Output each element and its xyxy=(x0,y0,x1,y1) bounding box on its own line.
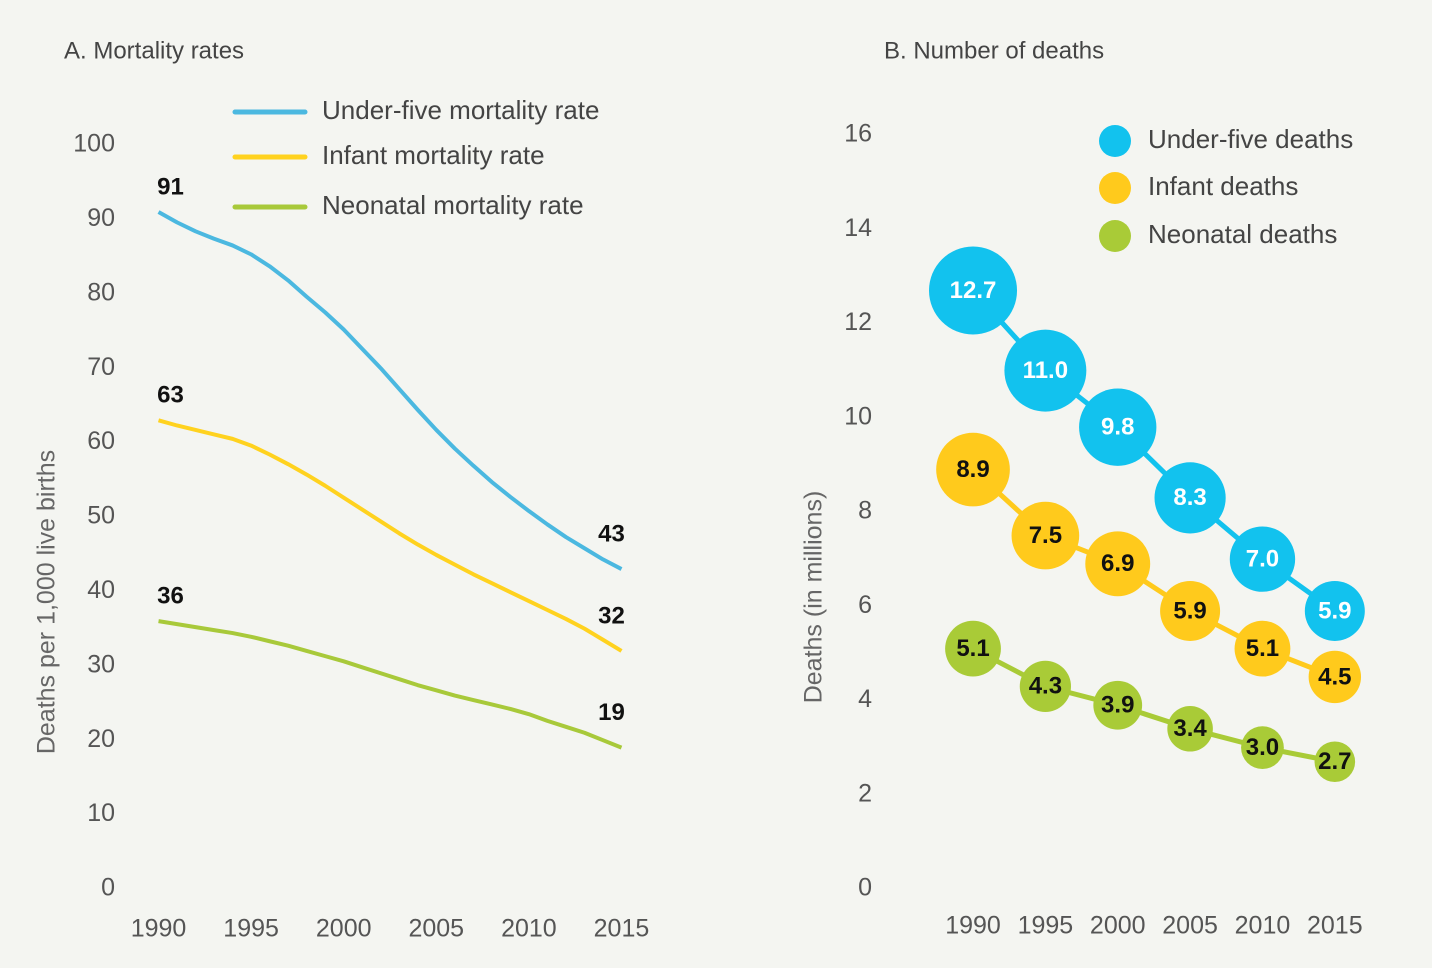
data-label: 43 xyxy=(598,520,625,547)
bubble xyxy=(929,246,1018,335)
line xyxy=(157,210,623,571)
legend-label: Under-five deaths xyxy=(1148,124,1353,154)
line xyxy=(158,619,623,750)
legend-label: Neonatal mortality rate xyxy=(322,190,584,220)
x-tick-label: 2015 xyxy=(594,915,650,943)
bubble xyxy=(936,432,1010,507)
bubble xyxy=(1229,526,1296,592)
y-tick-label: 50 xyxy=(87,502,115,530)
data-label: 5.1 xyxy=(956,635,989,662)
data-label: 5.9 xyxy=(1173,597,1206,624)
data-label: 7.0 xyxy=(1246,545,1279,572)
y-tick-label: 2 xyxy=(858,779,872,807)
y-tick-label: 60 xyxy=(87,427,115,455)
bubble xyxy=(1085,531,1151,597)
y-tick-label: 90 xyxy=(87,204,115,232)
data-label: 19 xyxy=(598,699,625,726)
y-tick-label: 80 xyxy=(87,278,115,306)
x-tick-label: 2010 xyxy=(501,915,557,943)
bubble xyxy=(1011,501,1080,570)
data-label: 3.9 xyxy=(1101,692,1134,719)
data-label: 3.0 xyxy=(1246,734,1279,761)
y-tick-label: 10 xyxy=(844,402,872,430)
y-tick-label: 16 xyxy=(844,120,872,148)
data-label: 4.5 xyxy=(1318,663,1351,690)
data-label: 8.3 xyxy=(1173,484,1206,511)
data-label: 2.7 xyxy=(1318,748,1351,775)
data-label: 63 xyxy=(157,382,184,409)
bubble xyxy=(1154,462,1226,534)
x-tick-label: 2000 xyxy=(1090,912,1146,940)
chart-title: B. Number of deaths xyxy=(884,37,1104,64)
data-label: 5.9 xyxy=(1318,597,1351,624)
y-tick-label: 30 xyxy=(87,650,115,678)
bubble xyxy=(1234,620,1291,677)
bubble xyxy=(1019,660,1071,712)
data-label: 36 xyxy=(157,583,184,610)
y-tick-label: 8 xyxy=(858,497,872,525)
x-tick-label: 1990 xyxy=(131,915,187,943)
data-label: 7.5 xyxy=(1029,522,1062,549)
legend-label: Infant mortality rate xyxy=(322,140,545,170)
y-tick-label: 12 xyxy=(844,308,872,336)
y-tick-label: 40 xyxy=(87,576,115,604)
x-tick-label: 1995 xyxy=(223,915,279,943)
y-tick-label: 20 xyxy=(87,725,115,753)
y-tick-label: 0 xyxy=(101,874,115,902)
legend-marker xyxy=(1099,125,1131,157)
bubble xyxy=(1079,388,1157,466)
legend-marker xyxy=(1099,220,1131,252)
data-label: 91 xyxy=(157,173,184,200)
data-label: 11.0 xyxy=(1023,357,1068,384)
bubble xyxy=(1314,741,1356,783)
data-label: 5.1 xyxy=(1246,635,1279,662)
x-tick-label: 1995 xyxy=(1018,912,1074,940)
legend-marker xyxy=(1099,172,1131,204)
y-tick-label: 10 xyxy=(87,799,115,827)
y-tick-label: 6 xyxy=(858,591,872,619)
bubble xyxy=(1308,650,1362,704)
y-tick-label: 14 xyxy=(844,214,872,242)
y-axis-label: Deaths (in millions) xyxy=(800,491,828,704)
x-tick-label: 2015 xyxy=(1307,912,1363,940)
y-tick-label: 100 xyxy=(73,130,115,158)
y-tick-label: 4 xyxy=(858,685,872,713)
data-label: 8.9 xyxy=(956,456,989,483)
data-label: 9.8 xyxy=(1101,414,1134,441)
data-label: 6.9 xyxy=(1101,550,1134,577)
y-tick-label: 0 xyxy=(858,874,872,902)
y-tick-label: 70 xyxy=(87,353,115,381)
bubble xyxy=(1241,726,1284,770)
bubble xyxy=(1304,580,1365,641)
y-axis-label: Deaths per 1,000 live births xyxy=(33,450,61,754)
legend-label: Neonatal deaths xyxy=(1148,219,1337,249)
data-label: 12.7 xyxy=(950,277,997,304)
x-tick-label: 1990 xyxy=(945,912,1001,940)
data-label: 4.3 xyxy=(1029,673,1062,700)
chart-title: A. Mortality rates xyxy=(64,37,244,64)
data-label: 3.4 xyxy=(1173,715,1207,742)
data-label: 32 xyxy=(598,602,625,629)
bubble xyxy=(1167,706,1213,752)
x-tick-label: 2000 xyxy=(316,915,372,943)
x-tick-label: 2010 xyxy=(1235,912,1291,940)
bubble xyxy=(1093,680,1143,730)
bubble xyxy=(945,620,1001,677)
legend-label: Under-five mortality rate xyxy=(322,95,599,125)
bubble xyxy=(1160,580,1221,641)
x-tick-label: 2005 xyxy=(1162,912,1218,940)
legend-label: Infant deaths xyxy=(1148,171,1298,201)
bubble xyxy=(1004,329,1087,412)
x-tick-label: 2005 xyxy=(408,915,464,943)
line xyxy=(157,418,623,653)
